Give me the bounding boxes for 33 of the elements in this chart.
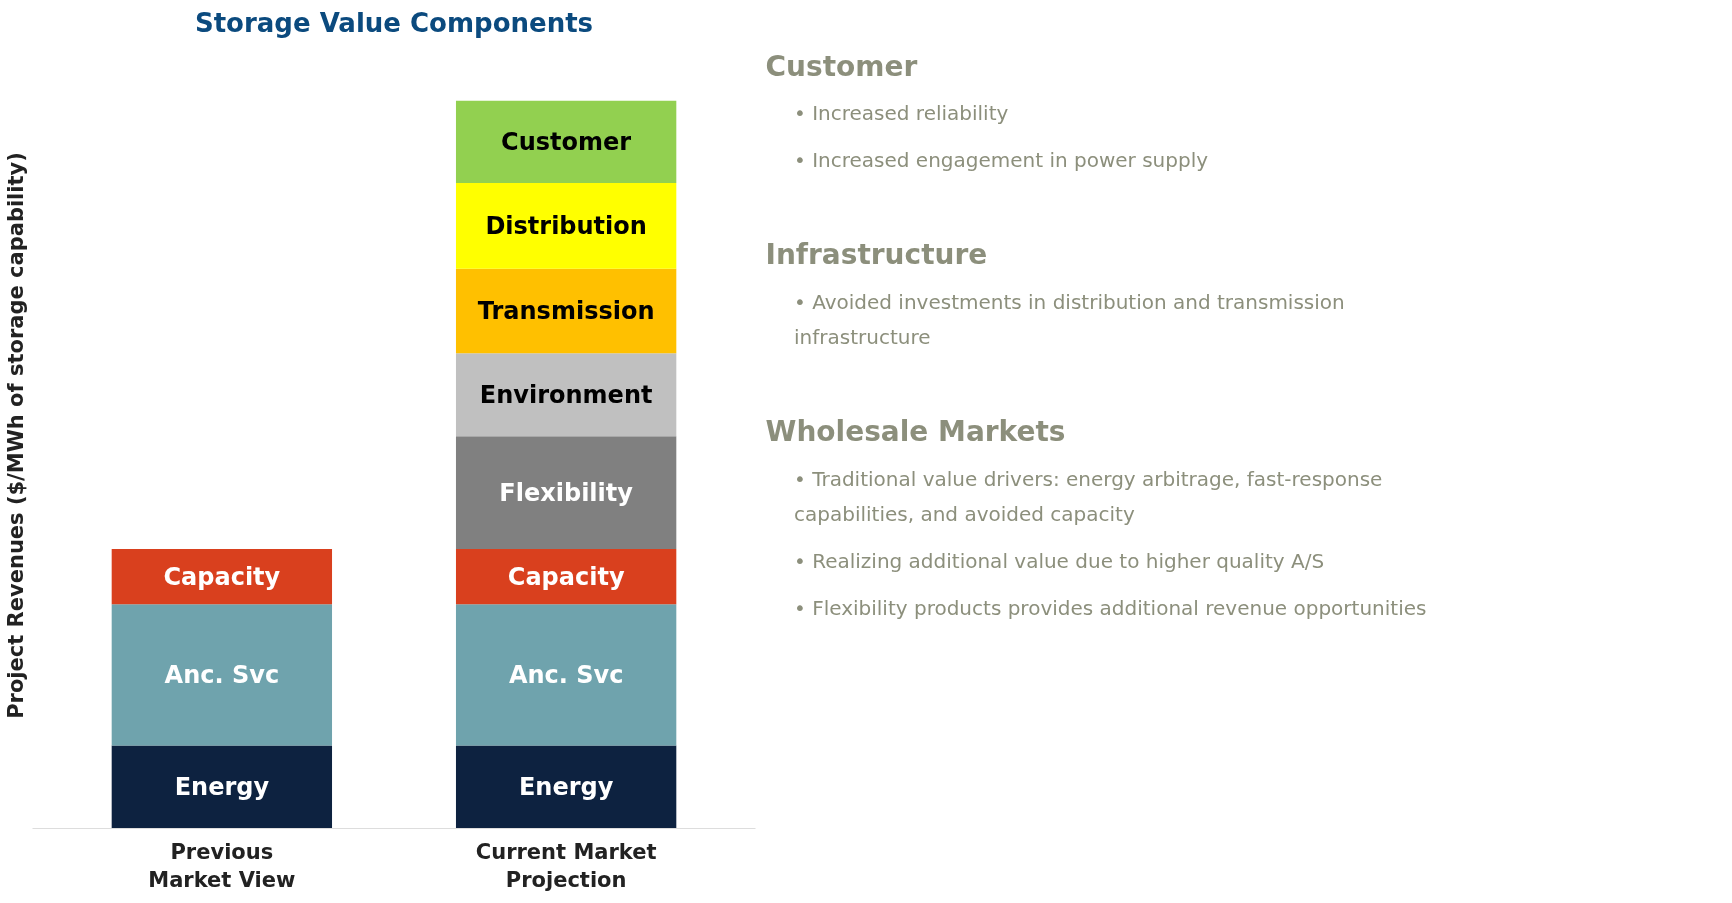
- chart-title: Storage Value Components: [194, 7, 594, 38]
- series-label: Capacity: [163, 562, 281, 591]
- bar: [455, 100, 677, 183]
- x-tick-label: Current Market Projection: [475, 839, 657, 893]
- bar: [455, 604, 677, 746]
- text: Wholesale Markets: [765, 415, 1066, 449]
- text: • Traditional value drivers: energy arbitrage, fast-response capabilities, and avoided capacity: [794, 466, 1383, 527]
- bar: [111, 604, 333, 746]
- series-label: Customer: [501, 127, 632, 156]
- series-label: Flexibility: [499, 478, 634, 507]
- text: • Increased reliability: [794, 101, 1009, 126]
- series-label: Environment: [479, 380, 653, 409]
- bar: [455, 745, 677, 829]
- text: • Flexibility products provides additional revenue opportunities: [794, 596, 1427, 621]
- text: Capacity: [507, 562, 625, 591]
- y-axis-title: Project Revenues ($/MWh of storage capability): [3, 152, 28, 719]
- bar: [455, 353, 677, 437]
- series-label: Anc. Svc: [508, 660, 624, 689]
- text: Energy: [518, 773, 614, 802]
- text: • Increased engagement in power supply: [794, 148, 1209, 173]
- bar: [455, 268, 677, 354]
- text: • Realizing additional value due to higher quality A/S: [794, 549, 1325, 574]
- bar: [111, 745, 333, 829]
- series-label: Energy: [174, 773, 270, 802]
- series-label: Transmission: [477, 297, 655, 326]
- bar: [455, 182, 677, 269]
- text: Infrastructure: [765, 238, 988, 272]
- series-label: Distribution: [485, 211, 647, 240]
- text: • Avoided investments in distribution and transmission infrastructure: [794, 289, 1345, 350]
- x-tick-label: Previous Market View: [148, 839, 296, 893]
- bar: [455, 436, 677, 550]
- text: Customer: [765, 49, 918, 83]
- text: Anc. Svc: [164, 660, 280, 689]
